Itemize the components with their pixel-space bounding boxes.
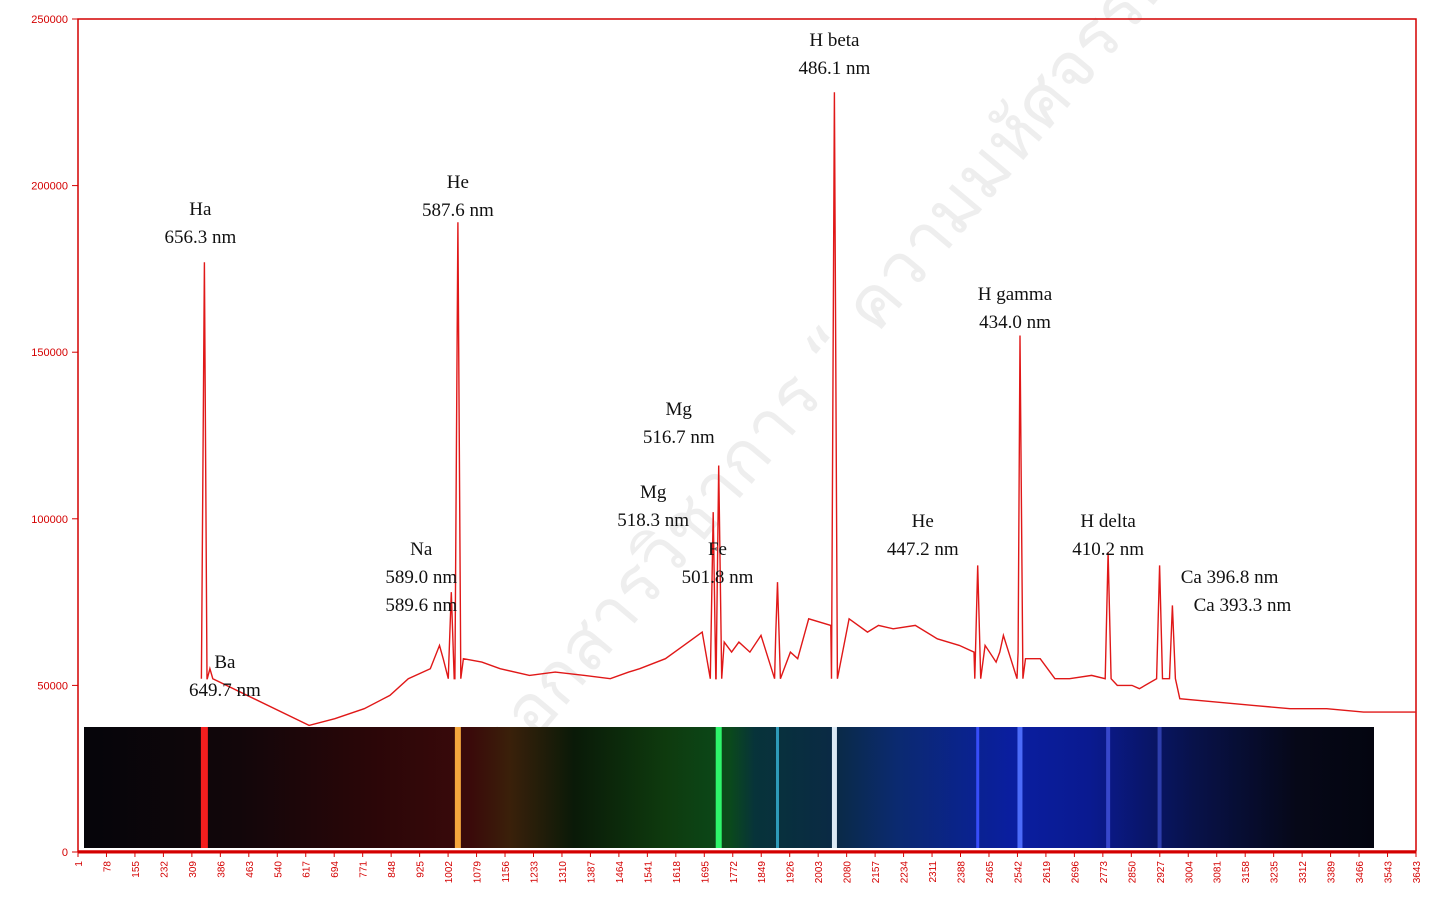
peak-label: 434.0 nm (979, 312, 1051, 333)
y-tick-label: 250000 (31, 14, 68, 26)
x-tick-label: 1387 (586, 861, 597, 884)
peak-label: H gamma (978, 284, 1053, 305)
x-tick-label: 2465 (985, 861, 996, 884)
x-tick-label: 2927 (1156, 861, 1167, 884)
x-tick-label: 617 (302, 861, 313, 878)
annotations: Ha 656.3 nm He 587.6 nm Na 589.0 nm 589.6 nm Mg… (164, 30, 1291, 701)
peak-label: 518.3 nm (617, 510, 689, 531)
x-tick-label: 3643 (1412, 861, 1423, 884)
x-tick-label: 1926 (786, 861, 797, 884)
x-tick-label: 2388 (957, 861, 968, 884)
y-tick-label: 150000 (31, 347, 68, 359)
x-tick-label: 540 (273, 861, 284, 878)
x-tick-label: 3004 (1184, 861, 1195, 884)
x-tick-label: 925 (416, 861, 427, 878)
emission-line (200, 727, 208, 848)
peak-label: Mg (666, 399, 693, 420)
peak-label: 501.8 nm (682, 567, 754, 588)
x-tick-label: 1 (74, 861, 85, 867)
peak-label: He (912, 511, 934, 532)
x-tick-label: 1541 (643, 861, 654, 884)
spectrum-lines (200, 727, 1162, 848)
watermark: เอกสารวิชาการ “ ความมหัศจรรย์ของจักรวาล … (470, 0, 1448, 771)
emission-line (1157, 727, 1162, 848)
x-tick-label: 3312 (1298, 861, 1309, 884)
x-tick-label: 1464 (615, 861, 626, 884)
x-tick-label: 694 (330, 861, 341, 878)
emission-line (1106, 727, 1111, 848)
peak-label: Ca 396.8 nm (1181, 567, 1279, 588)
emission-line (831, 727, 837, 848)
y-tick-label: 200000 (31, 181, 68, 193)
peak-label: H beta (809, 30, 860, 51)
peak-label: Na (410, 539, 433, 560)
peak-label: 486.1 nm (799, 58, 871, 79)
emission-line (715, 727, 722, 848)
x-tick-label: 155 (131, 861, 142, 878)
x-tick-label: 3158 (1241, 861, 1252, 884)
x-tick-label: 1156 (501, 861, 512, 883)
peak-label: 649.7 nm (189, 680, 261, 701)
x-tick-label: 1695 (700, 861, 711, 884)
x-tick-label: 2696 (1070, 861, 1081, 884)
peak-label: 589.6 nm (385, 595, 457, 616)
peak-label: H delta (1080, 511, 1136, 532)
x-tick-label: 2773 (1099, 861, 1110, 884)
x-tick-label: 1310 (558, 861, 569, 884)
y-tick-label: 100000 (31, 514, 68, 526)
x-tick-label: 1772 (729, 861, 740, 884)
x-tick-label: 2850 (1127, 861, 1138, 884)
peak-label: 516.7 nm (643, 427, 715, 448)
x-tick-label: 771 (359, 861, 370, 878)
peak-label: He (447, 172, 469, 193)
x-tick-label: 232 (159, 861, 170, 878)
x-tick-label: 848 (387, 861, 398, 878)
series-group (200, 92, 1416, 727)
x-tick-label: 2619 (1042, 861, 1053, 884)
x-tick-label: 3081 (1213, 861, 1224, 884)
x-tick-label: 3235 (1270, 861, 1281, 884)
x-tick-label: 3543 (1384, 861, 1395, 884)
peak-label: Mg (640, 482, 667, 503)
peak-label: 589.0 nm (385, 567, 457, 588)
x-tick-label: 2311 (928, 861, 939, 883)
peak-label: Ca 393.3 nm (1194, 595, 1292, 616)
peak-label: 587.6 nm (422, 200, 494, 221)
x-tick-label: 3389 (1327, 861, 1338, 884)
x-tick-label: 1849 (757, 861, 768, 884)
emission-line (454, 727, 461, 848)
x-tick-label: 2234 (900, 861, 911, 884)
x-tick-label: 2080 (843, 861, 854, 884)
x-tick-label: 1233 (529, 861, 540, 884)
watermark-text: เอกสารวิชาการ “ ความมหัศจรรย์ของจักรวาล … (470, 0, 1448, 771)
series-line (200, 92, 1416, 727)
x-tick-label: 1079 (473, 861, 484, 884)
peak-label: 447.2 nm (887, 539, 959, 560)
y-tick-label: 0 (62, 847, 68, 859)
x-tick-label: 78 (102, 861, 113, 873)
emission-line (1017, 727, 1023, 848)
x-tick-label: 386 (216, 861, 227, 878)
peak-label: Ba (214, 652, 236, 673)
x-axis: 1 78 155 232 309 386 463 540 617 694 771 848 925 1002… (74, 852, 1423, 883)
x-tick-label: 1002 (444, 861, 455, 884)
peak-label: 656.3 nm (164, 227, 236, 248)
x-tick-label: 2157 (871, 861, 882, 884)
x-tick-label: 2542 (1013, 861, 1024, 884)
peak-label: Ha (189, 199, 212, 220)
y-tick-label: 50000 (37, 680, 68, 692)
x-tick-label: 3466 (1355, 861, 1366, 884)
x-tick-label: 309 (188, 861, 199, 878)
spectrum-strip (84, 727, 1374, 848)
x-tick-label: 2003 (814, 861, 825, 884)
peak-label: Fe (708, 539, 727, 560)
emission-line (775, 727, 779, 848)
y-axis: 0 50000 100000 150000 200000 250000 (31, 14, 78, 859)
emission-line (976, 727, 980, 848)
x-tick-label: 463 (245, 861, 256, 878)
peak-label: 410.2 nm (1072, 539, 1144, 560)
x-tick-label: 1618 (672, 861, 683, 884)
